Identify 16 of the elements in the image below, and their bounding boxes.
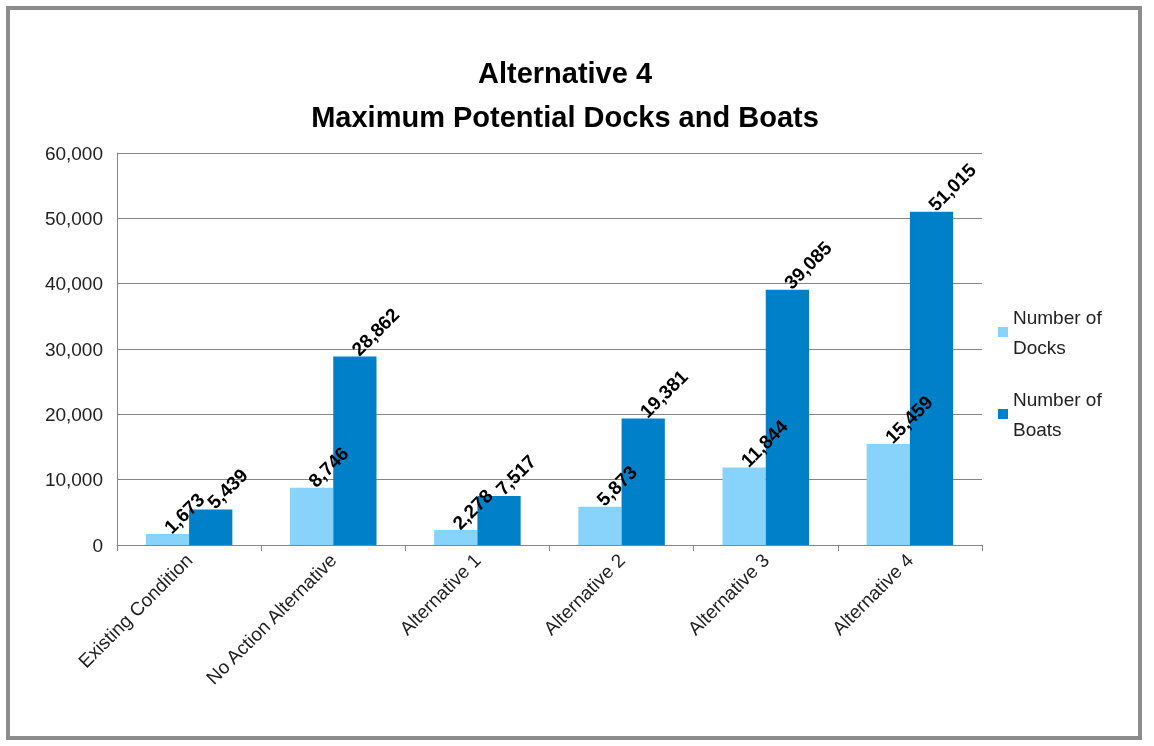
- y-tick-label: 40,000: [44, 273, 103, 295]
- bar: [145, 534, 190, 545]
- y-tick-label: 60,000: [44, 142, 103, 164]
- legend-label: Number of Boats: [1013, 388, 1107, 440]
- y-tick-label: 50,000: [44, 207, 103, 229]
- y-tick-label: 0: [92, 534, 103, 556]
- bar: [866, 444, 910, 545]
- bar: [434, 530, 478, 545]
- bar: [722, 467, 766, 545]
- legend-label: Number of Docks: [1013, 306, 1107, 358]
- bar: [290, 487, 334, 545]
- y-tick-label: 30,000: [44, 338, 103, 360]
- y-tick-label: 20,000: [44, 403, 103, 425]
- bar: [578, 506, 622, 545]
- y-tick-label: 10,000: [44, 469, 103, 491]
- chart-title: Alternative 4 Maximum Potential Docks and Boats: [311, 57, 819, 133]
